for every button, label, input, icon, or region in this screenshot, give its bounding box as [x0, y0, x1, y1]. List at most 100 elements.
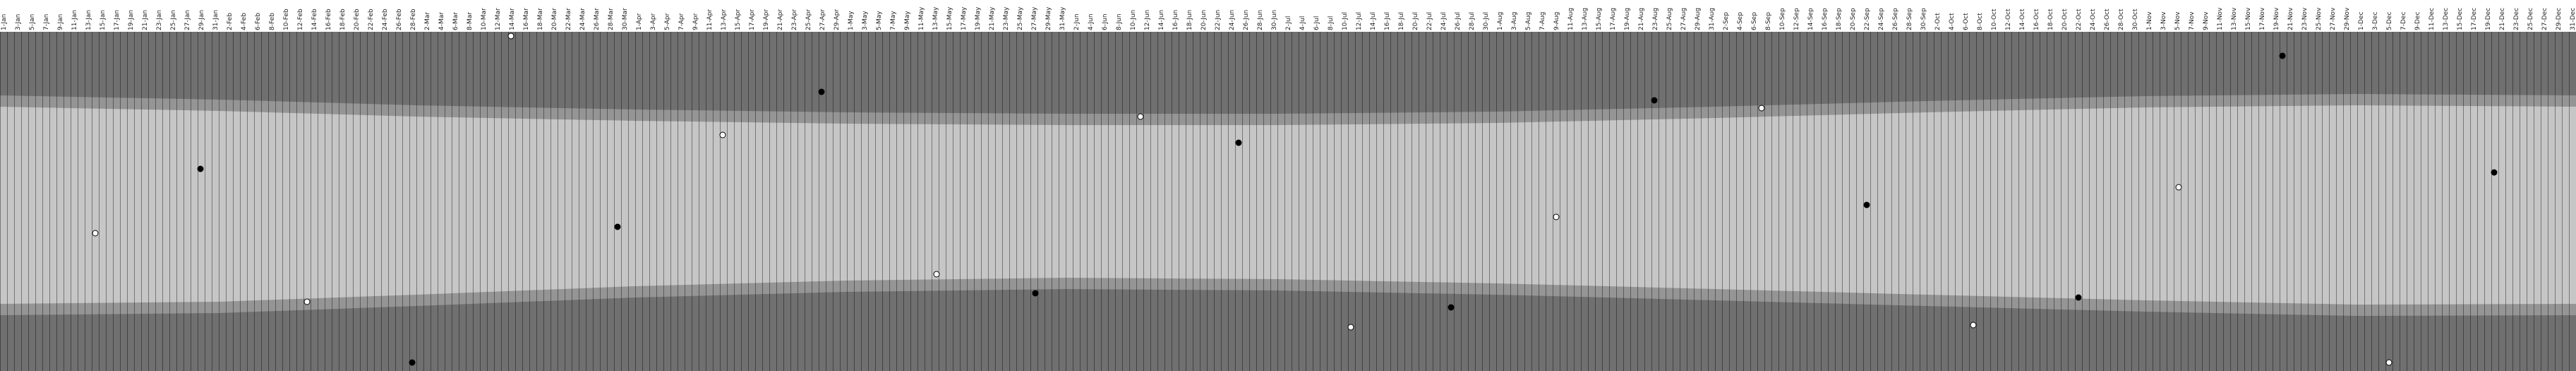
x-tick-label: 3-Apr [650, 13, 657, 30]
x-tick-label: 20-Mar [551, 8, 558, 30]
x-tick-label: 9-Apr [692, 13, 699, 30]
x-tick-label: 25-May [1017, 6, 1024, 30]
x-tick-label: 26-Feb [396, 8, 403, 30]
full-moon [1970, 322, 1977, 329]
x-tick-label: 5-May [876, 11, 883, 30]
x-tick-label: 24-Oct [2090, 8, 2097, 30]
x-tick-label: 11-Apr [706, 9, 714, 30]
x-tick-label: 3-Dec [2372, 12, 2379, 30]
new-moon [1651, 97, 1658, 104]
x-tick-label: 20-Oct [2062, 8, 2069, 30]
x-tick-label: 2-Jul [1285, 16, 1292, 30]
x-tick-label: 8-Mar [467, 12, 474, 30]
x-tick-label: 27-Nov [2330, 7, 2337, 30]
new-moon [409, 359, 416, 366]
x-tick-label: 30-Jun [1271, 10, 1278, 30]
x-tick-label: 7-Dec [2400, 12, 2407, 30]
x-tick-label: 9-Aug [1553, 12, 1560, 30]
x-tick-label: 17-Nov [2259, 7, 2266, 30]
x-tick-label: 10-Jul [1342, 12, 1349, 30]
x-tick-label: 17-Dec [2471, 8, 2478, 30]
x-tick-label: 5-Jan [29, 14, 36, 30]
x-tick-label: 20-Jun [1200, 10, 1208, 30]
x-tick-label: 22-Jun [1215, 10, 1222, 30]
x-tick-label: 31-Aug [1709, 8, 1716, 30]
x-tick-label: 25-Dec [2527, 8, 2534, 30]
x-tick-label: 16-Sep [1822, 8, 1829, 30]
new-moon [2491, 169, 2498, 176]
x-tick-label: 23-Aug [1652, 8, 1659, 30]
x-tick-label: 16-Mar [523, 8, 530, 30]
x-tick-label: 8-Jun [1116, 13, 1123, 30]
x-tick-label: 15-Dec [2457, 8, 2464, 30]
x-tick-label: 11-Jan [71, 10, 78, 30]
x-tick-label: 28-Feb [410, 8, 417, 30]
x-tick-label: 21-Jan [142, 10, 149, 30]
x-tick-label: 5-Apr [664, 13, 671, 30]
x-tick-label: 23-Nov [2301, 7, 2309, 30]
x-tick-label: 29-Dec [2556, 8, 2563, 30]
x-tick-label: 1-Apr [636, 13, 643, 30]
daylight-band [0, 105, 2576, 305]
x-tick-label: 3-Aug [1511, 12, 1518, 30]
x-tick-label: 23-Jan [156, 10, 163, 30]
x-tick-label: 15-May [946, 6, 953, 30]
x-tick-label: 8-Sep [1765, 12, 1772, 30]
x-tick-label: 8-Jul [1328, 16, 1335, 30]
x-tick-label: 12-Sep [1793, 8, 1800, 30]
x-tick-label: 15-Apr [735, 9, 742, 30]
x-tick-label: 10-Mar [481, 8, 488, 30]
x-tick-label: 11-Aug [1567, 8, 1575, 30]
x-tick-label: 8-Oct [1977, 13, 1984, 30]
new-moon [1032, 290, 1039, 297]
x-tick-label: 19-Dec [2485, 8, 2492, 30]
new-moon [2279, 52, 2286, 59]
x-tick-label: 27-Jan [184, 10, 191, 30]
x-tick-label: 17-Jan [114, 10, 121, 30]
x-tick-label: 23-Apr [791, 9, 798, 30]
new-moon [2075, 294, 2082, 301]
x-tick-label: 21-Nov [2287, 7, 2294, 30]
x-tick-label: 6-Feb [255, 13, 262, 30]
x-tick-label: 6-Sep [1751, 12, 1758, 30]
x-tick-label: 7-May [890, 11, 897, 30]
x-tick-label: 20-Feb [354, 8, 361, 30]
x-tick-label: 13-Nov [2231, 7, 2238, 30]
x-tick-label: 10-Feb [283, 8, 290, 30]
x-tick-label: 22-Mar [565, 8, 572, 30]
full-moon [1553, 213, 1560, 220]
x-tick-label: 27-Aug [1680, 8, 1687, 30]
x-tick-label: 3-Jan [15, 14, 22, 30]
x-tick-label: 29-Apr [833, 9, 841, 30]
x-tick-label: 2-Sep [1723, 12, 1730, 30]
full-moon [92, 230, 99, 237]
x-tick-label: 26-Jul [1455, 12, 1462, 30]
x-tick-label: 26-Jun [1243, 10, 1250, 30]
x-tick-label: 25-Aug [1666, 8, 1673, 30]
x-tick-label: 5-Dec [2386, 12, 2393, 30]
x-tick-label: 12-Oct [2005, 8, 2012, 30]
x-tick-label: 13-Jan [85, 10, 92, 30]
x-tick-label: 8-Feb [269, 13, 276, 30]
x-tick-label: 26-Oct [2104, 8, 2111, 30]
x-tick-label: 28-Mar [608, 8, 615, 30]
x-tick-label: 9-May [904, 11, 911, 30]
x-tick-label: 14-Oct [2019, 8, 2026, 30]
x-tick-label: 3-May [862, 11, 869, 30]
x-tick-label: 26-Sep [1892, 8, 1899, 30]
x-tick-label: 2-Oct [1934, 13, 1942, 30]
x-tick-label: 24-Mar [579, 8, 586, 30]
x-tick-label: 14-Sep [1807, 8, 1814, 30]
x-tick-label: 13-Apr [721, 9, 728, 30]
x-tick-label: 13-Dec [2443, 8, 2450, 30]
x-tick-label: 29-May [1045, 6, 1052, 30]
x-tick-label: 28-Jun [1257, 10, 1264, 30]
full-moon [2385, 359, 2393, 366]
x-tick-label: 23-May [1003, 6, 1010, 30]
x-tick-label: 15-Nov [2245, 7, 2252, 30]
x-tick-label: 19-May [975, 6, 982, 30]
x-tick-label: 4-Jun [1088, 13, 1095, 30]
x-tick-label: 18-Jul [1398, 12, 1405, 30]
x-tick-label: 2-Mar [424, 12, 431, 30]
x-tick-label: 14-Mar [509, 8, 516, 30]
